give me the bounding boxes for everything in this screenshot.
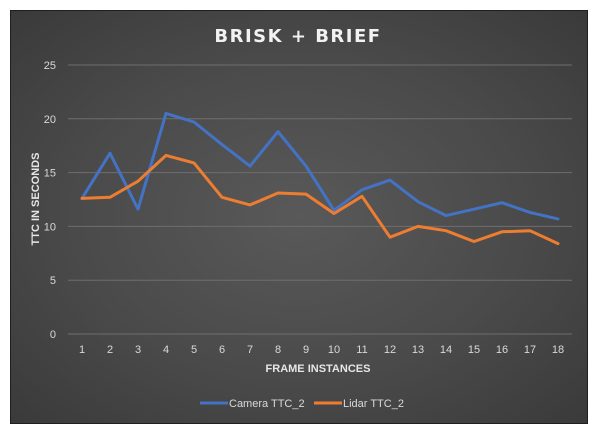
x-axis-ticks: 1 2 3 4 5 6 7 8 9 10 11 12 13 14 15 16 17 18 (79, 344, 564, 356)
y-tick-label: 5 (50, 275, 56, 287)
y-tick-label: 25 (44, 60, 56, 72)
y-axis-label: TTC IN SECONDS (30, 153, 42, 246)
x-tick-label: 18 (552, 344, 564, 356)
x-tick-label: 1 (79, 344, 85, 356)
x-tick-label: 17 (524, 344, 536, 356)
x-tick-label: 15 (468, 344, 480, 356)
x-tick-label: 4 (163, 344, 169, 356)
x-tick-label: 11 (356, 344, 367, 356)
chart-title: BRISK + BRIEF (214, 26, 381, 47)
series-line-camera-ttc-2 (80, 111, 560, 221)
y-tick-label: 15 (44, 168, 56, 180)
chart-area (10, 10, 588, 424)
x-axis-label: FRAME INSTANCES (266, 363, 371, 375)
legend: Camera TTC_2 Lidar TTC_2 (200, 398, 404, 410)
legend-label: Camera TTC_2 (229, 398, 305, 410)
x-tick-label: 16 (496, 344, 508, 356)
series-line-lidar-ttc-2 (80, 153, 560, 246)
x-tick-label: 9 (303, 344, 309, 356)
x-tick-label: 10 (328, 344, 340, 356)
gridlines (68, 64, 572, 335)
x-tick-label: 12 (384, 344, 396, 356)
y-tick-label: 10 (44, 221, 56, 233)
y-tick-label: 20 (44, 114, 56, 126)
x-tick-label: 6 (219, 344, 225, 356)
x-tick-label: 13 (412, 344, 424, 356)
y-axis-ticks: 0 5 10 15 20 25 (44, 60, 56, 341)
y-tick-label: 0 (50, 329, 56, 341)
x-tick-label: 14 (440, 344, 452, 356)
x-tick-label: 7 (247, 344, 253, 356)
series-lines (80, 111, 560, 246)
x-tick-label: 8 (275, 344, 281, 356)
legend-label: Lidar TTC_2 (343, 398, 404, 410)
x-tick-label: 3 (135, 344, 141, 356)
x-tick-label: 5 (191, 344, 197, 356)
x-tick-label: 2 (107, 344, 113, 356)
